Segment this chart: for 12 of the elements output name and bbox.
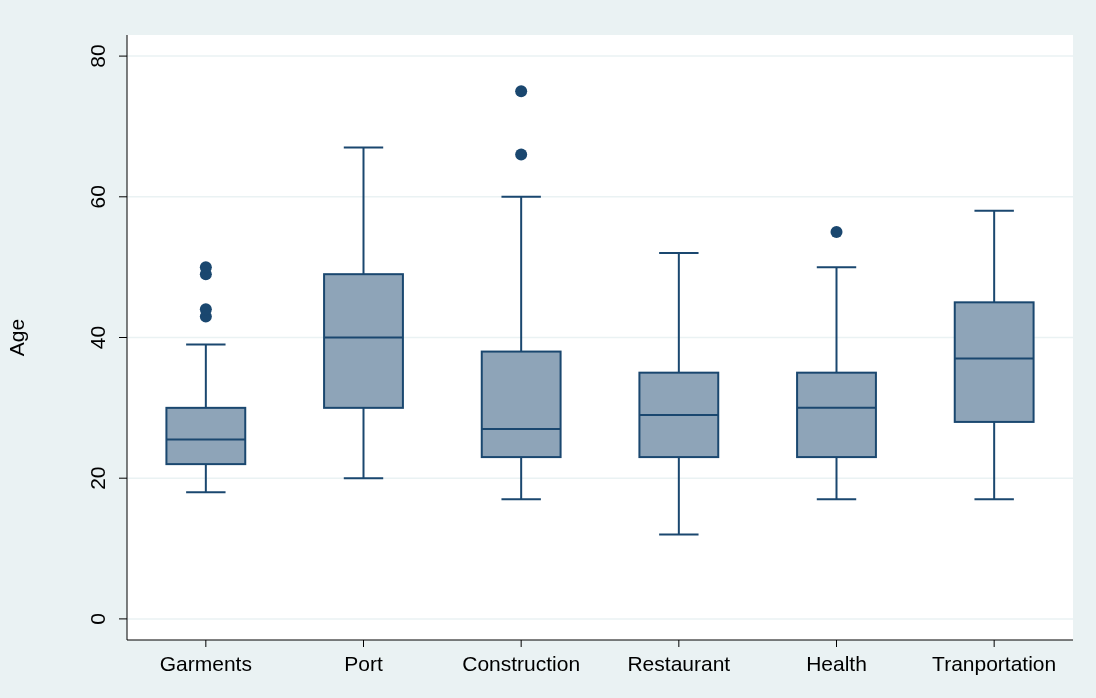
y-tick-label: 40 [86,325,109,350]
y-tick-label: 0 [86,613,109,625]
y-tick-label: 60 [86,185,109,209]
x-tick-label: Garments [159,652,252,675]
x-tick-label: Port [344,652,383,675]
x-tick-label: Construction [462,652,581,675]
x-tick-label: Health [806,652,867,675]
y-axis-title: Age [5,318,28,357]
y-tick-label: 80 [86,44,109,68]
x-tick-label: Tranportation [932,652,1057,675]
y-tick-label: 20 [86,466,109,490]
x-tick-label: Restaurant [627,652,731,675]
